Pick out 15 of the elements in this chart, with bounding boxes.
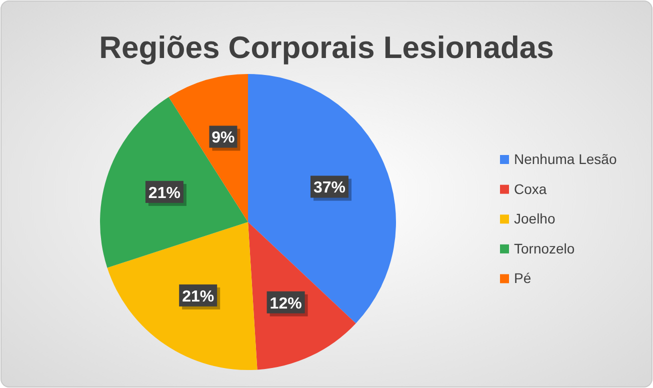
pie-slice xyxy=(248,74,396,324)
legend-label: Nenhuma Lesão xyxy=(514,151,617,167)
data-label: 12% xyxy=(270,295,302,312)
data-label: 37% xyxy=(313,180,346,197)
legend-label: Joelho xyxy=(514,210,556,227)
data-label: 21% xyxy=(182,288,214,306)
legend-label: Coxa xyxy=(514,180,547,197)
pie-slice xyxy=(107,222,258,370)
pie-slice xyxy=(100,97,248,268)
data-label: 9% xyxy=(212,130,235,147)
chart-title: Regiões Corporais Lesionadas xyxy=(99,30,554,65)
pie-slice xyxy=(248,222,356,370)
legend-label: Tornozelo xyxy=(514,240,575,256)
legend-label: Pé xyxy=(514,270,532,286)
data-label: 21% xyxy=(148,184,180,202)
